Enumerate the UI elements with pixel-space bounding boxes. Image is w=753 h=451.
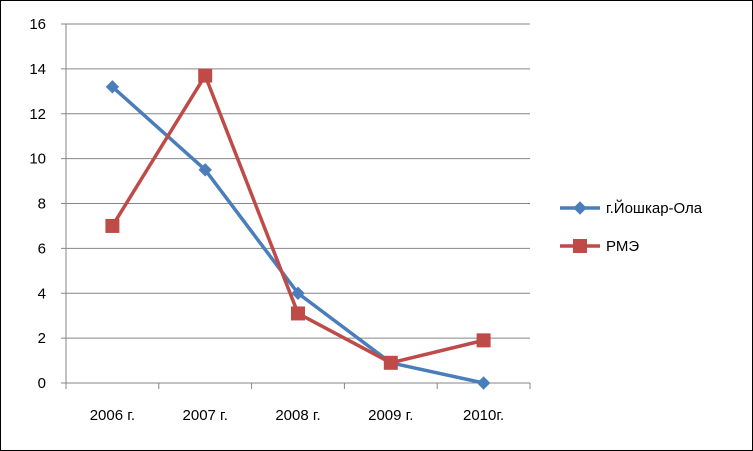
data-point bbox=[476, 376, 491, 390]
data-point bbox=[291, 306, 305, 321]
data-point bbox=[476, 333, 491, 348]
data-point bbox=[198, 163, 212, 177]
legend-entry-2: РМЭ bbox=[560, 238, 639, 255]
legend-label: РМЭ bbox=[606, 238, 639, 255]
data-point bbox=[198, 68, 213, 83]
x-tick-label: 2006 г. bbox=[90, 407, 135, 424]
y-tick-label: 10 bbox=[29, 151, 46, 168]
y-tick-label: 12 bbox=[29, 106, 46, 123]
y-tick-label: 6 bbox=[38, 240, 46, 257]
legend-entry-1: г.Йошкар-Ола bbox=[560, 199, 703, 217]
x-tick-label: 2008 г. bbox=[275, 407, 320, 424]
y-tick-labels: 0 2 4 6 8 10 12 14 16 bbox=[29, 16, 46, 392]
legend: г.Йошкар-Ола РМЭ bbox=[560, 199, 703, 255]
series-2 bbox=[105, 68, 491, 370]
y-tick-label: 2 bbox=[38, 330, 46, 347]
y-tick-label: 8 bbox=[38, 196, 46, 213]
series-group bbox=[105, 68, 491, 390]
y-tick-label: 0 bbox=[38, 375, 46, 392]
gridlines bbox=[66, 23, 530, 339]
y-tick-label: 14 bbox=[29, 61, 46, 78]
data-point bbox=[105, 218, 120, 233]
y-tick-label: 16 bbox=[29, 16, 46, 33]
series-1 bbox=[105, 80, 491, 390]
x-tick-label: 2009 г. bbox=[368, 407, 413, 424]
legend-marker bbox=[573, 201, 587, 215]
data-point bbox=[383, 355, 398, 370]
x-tick-labels: 2006 г. 2007 г. 2008 г. 2009 г. 2010г. bbox=[90, 407, 504, 424]
legend-label: г.Йошкар-Ола bbox=[606, 199, 703, 217]
axes bbox=[61, 23, 531, 389]
x-tick-label: 2007 г. bbox=[183, 407, 228, 424]
legend-marker bbox=[573, 239, 587, 253]
x-tick-label: 2010г. bbox=[463, 407, 504, 424]
data-point bbox=[291, 286, 305, 300]
y-tick-label: 4 bbox=[38, 285, 46, 302]
data-point bbox=[105, 80, 120, 94]
